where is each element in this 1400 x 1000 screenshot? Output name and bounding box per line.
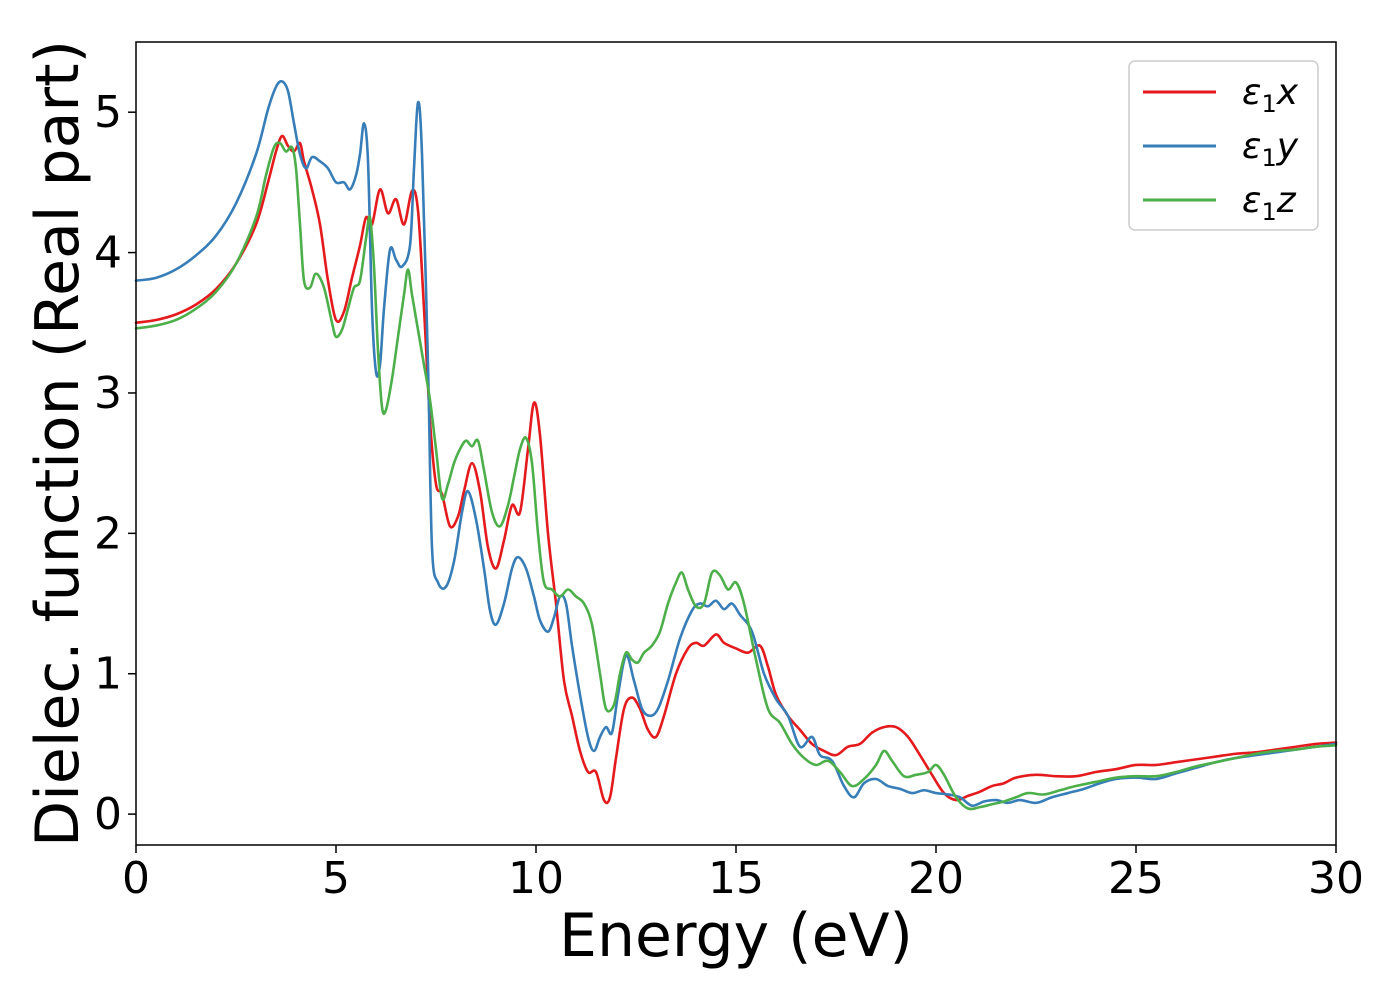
x-tick-label: 30 <box>1308 853 1364 904</box>
y-tick-label: 2 <box>94 508 122 559</box>
y-tick-label: 0 <box>94 789 122 840</box>
y-axis-title: Dielec. function (Real part) <box>23 40 93 847</box>
y-tick-label: 4 <box>94 228 122 279</box>
y-tick-label: 1 <box>94 649 122 700</box>
series-line-y <box>134 79 1338 808</box>
series-line-x <box>134 134 1338 805</box>
x-tick-label: 25 <box>1108 853 1164 904</box>
legend-label-z: ε1z <box>1242 180 1297 226</box>
ticks-layer: 0 5 10 15 20 25 30 0 1 2 3 4 5 <box>94 87 1364 904</box>
series-layer <box>134 79 1338 811</box>
y-tick-label: 5 <box>94 87 122 138</box>
x-axis-title: Energy (eV) <box>559 901 913 971</box>
legend-label-x: ε1x <box>1242 72 1299 118</box>
legend-label-y: ε1y <box>1242 126 1299 172</box>
series-line-z <box>134 141 1338 811</box>
x-tick-label: 20 <box>908 853 964 904</box>
x-tick-label: 0 <box>122 853 150 904</box>
x-tick-label: 15 <box>708 853 764 904</box>
x-tick-label: 10 <box>508 853 564 904</box>
legend-frame <box>1128 60 1319 231</box>
y-tick-label: 3 <box>94 368 122 419</box>
x-tick-label: 5 <box>322 853 350 904</box>
legend: ε1x ε1y ε1z <box>1128 60 1319 231</box>
